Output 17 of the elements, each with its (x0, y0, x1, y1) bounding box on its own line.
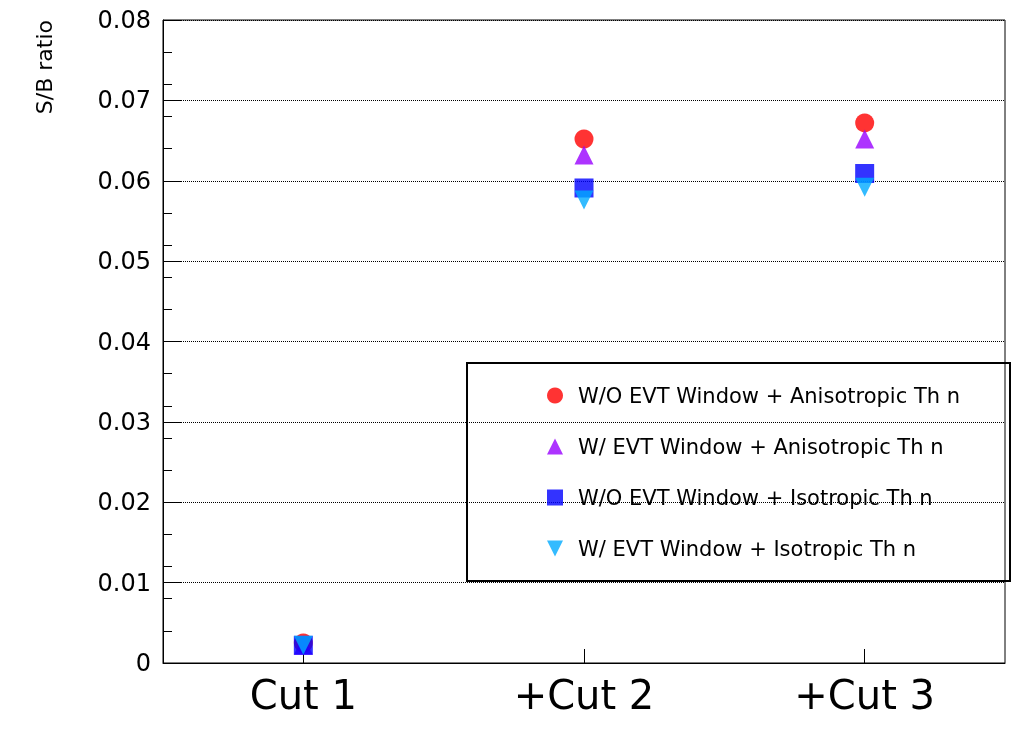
x-tick-label: Cut 1 (249, 672, 357, 718)
legend-label: W/ EVT Window + Isotropic Th n (578, 536, 917, 561)
y-tick-label: 0.08 (97, 6, 151, 34)
legend-label: W/O EVT Window + Isotropic Th n (578, 485, 933, 510)
legend-label: W/O EVT Window + Anisotropic Th n (578, 383, 961, 408)
legend-label: W/ EVT Window + Anisotropic Th n (578, 434, 944, 459)
y-tick-label: 0 (135, 649, 151, 677)
y-tick-label: 0.02 (97, 488, 151, 517)
y-tick-label: 0.07 (97, 86, 151, 115)
y-tick-label: 0.04 (97, 327, 151, 356)
y-tick-label: 0.06 (97, 166, 151, 195)
y-tick-label: 0.03 (97, 407, 151, 436)
x-tick-label: +Cut 3 (794, 672, 935, 718)
x-tick-label: +Cut 2 (513, 672, 655, 718)
y-tick-label: 0.05 (97, 247, 151, 276)
y-tick-label: 0.01 (97, 568, 151, 597)
y-axis-title: S/B ratio (31, 20, 57, 115)
